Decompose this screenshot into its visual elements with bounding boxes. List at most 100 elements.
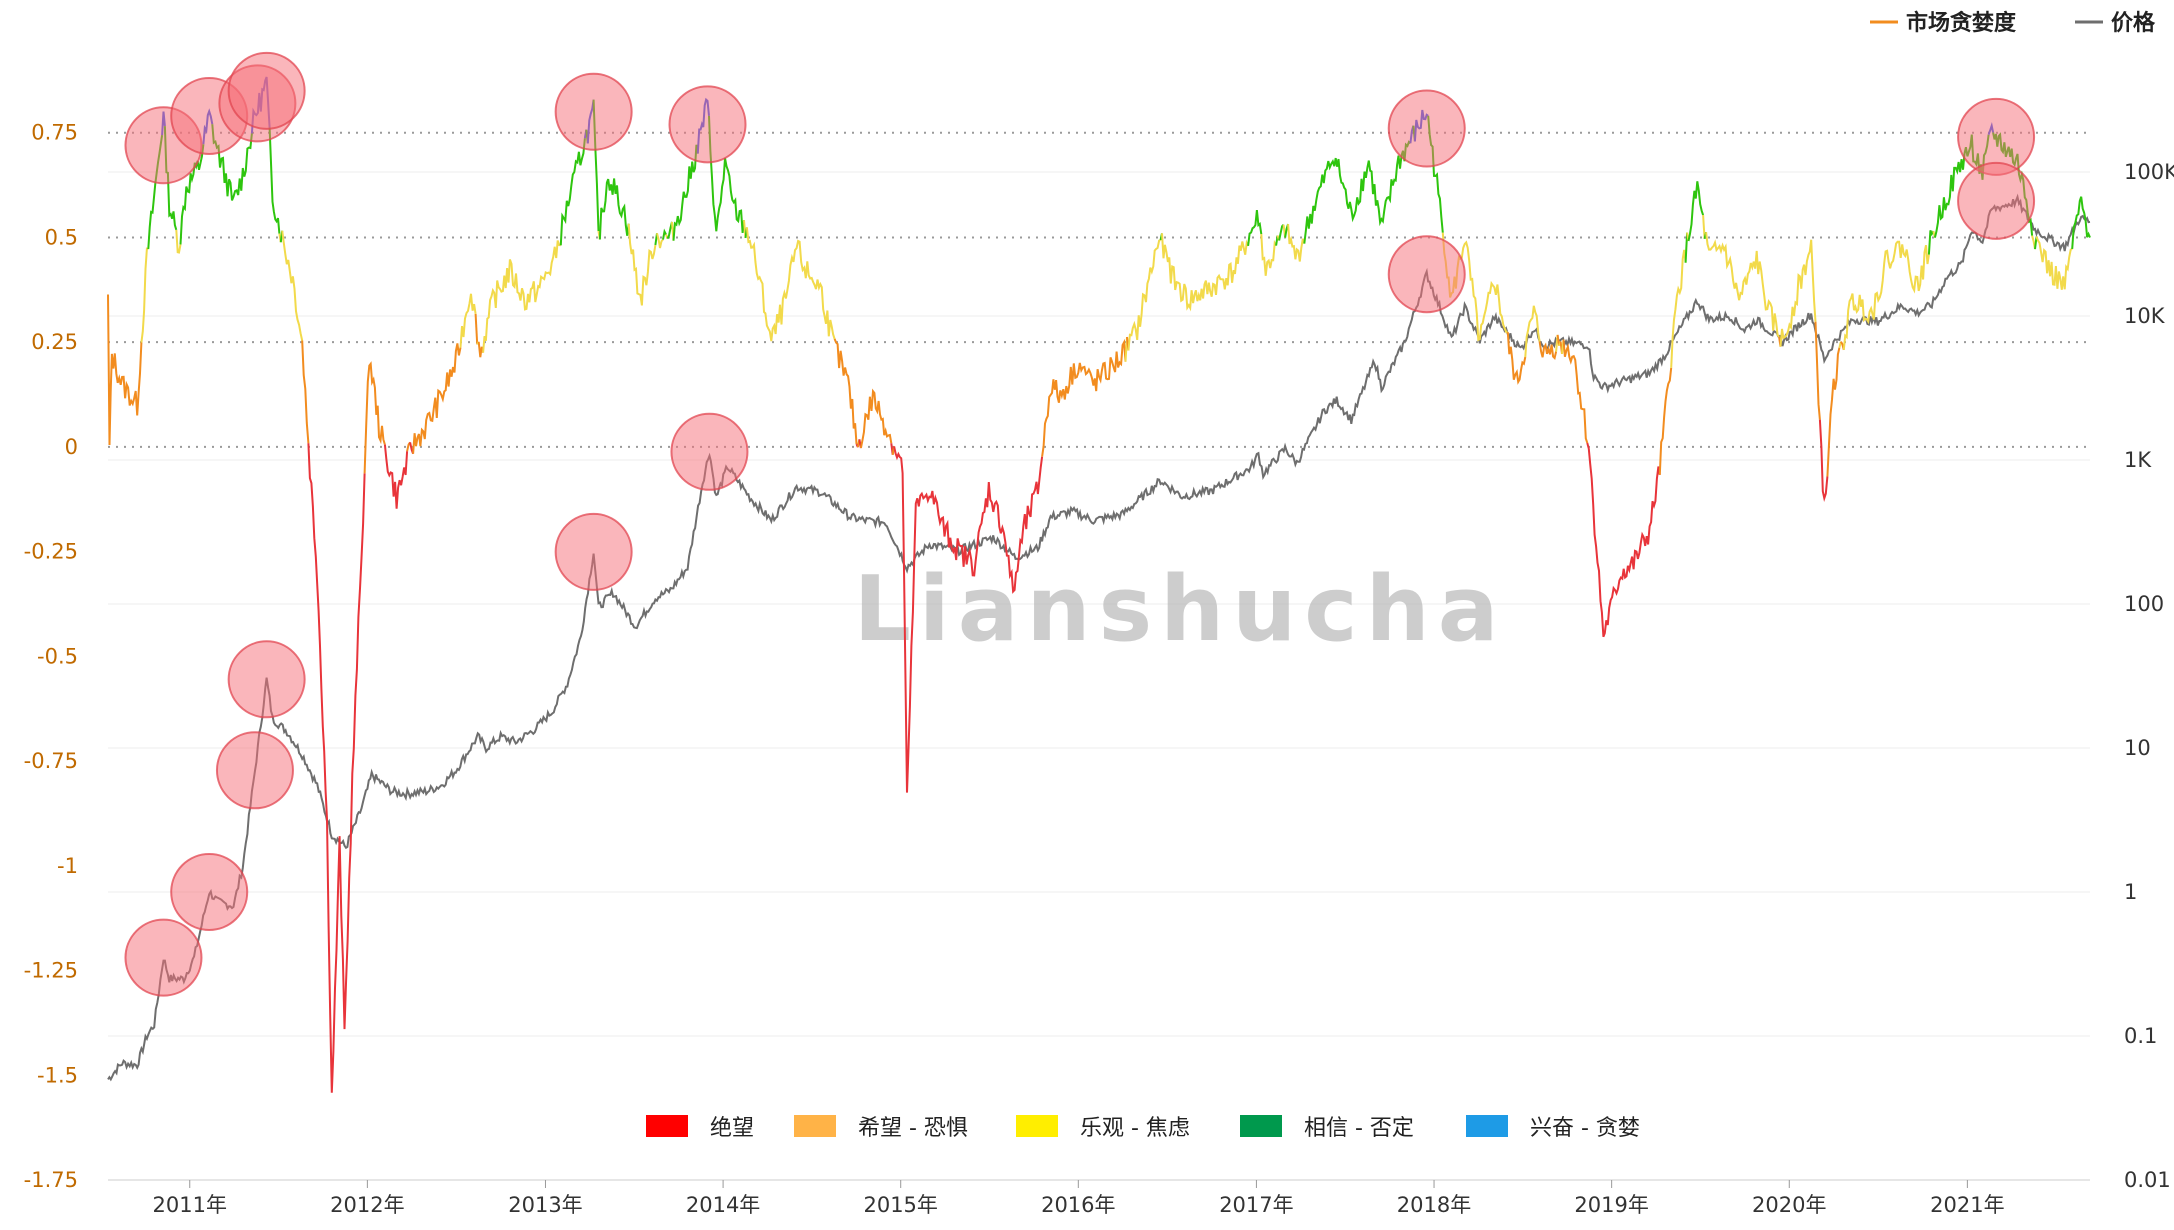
greed-line-segment (383, 444, 409, 509)
greed-line-segment (559, 138, 586, 246)
y-left-tick-label: -1.5 (37, 1063, 78, 1087)
highlight-marker-layer (124, 51, 2036, 997)
y-left-tick-label: 0.5 (45, 225, 78, 249)
highlight-circle (124, 918, 203, 997)
greed-line-segment (1041, 338, 1127, 457)
x-tick-label: 2016年 (1041, 1193, 1115, 1217)
greed-line-segment (859, 388, 893, 449)
y-right-tick-label: 10 (2124, 736, 2151, 760)
greed-line-segment (107, 294, 143, 446)
y-right-tick-label: 100K (2124, 160, 2174, 184)
legend-label: 价格 (2111, 10, 2156, 36)
y-left-tick-label: -1 (57, 854, 78, 878)
axis-layer: 0.75 0.5 0.25 0 -0.25 -0.5 -0.75 -1 -1.25 -1.5 -1.… (24, 121, 2174, 1217)
greed-line-segment (459, 293, 477, 348)
greed-line-segment (627, 223, 657, 306)
legend-label: 相信 - 否定 (1304, 1116, 1414, 1141)
greed-line-segment (301, 340, 310, 444)
greed-line-segment (281, 230, 304, 341)
legend-label: 乐观 - 焦虑 (1080, 1116, 1190, 1141)
highlight-circle (1387, 235, 1466, 314)
legend-color-swatch (646, 1115, 688, 1137)
greed-line-segment (672, 144, 699, 241)
greed-line-segment (1127, 239, 1162, 351)
greed-line-segment (1658, 367, 1673, 475)
greed-line-segment (1670, 249, 1687, 368)
greed-line-segment (1287, 224, 1306, 262)
highlight-circle (227, 51, 306, 130)
greed-line-segment (1506, 332, 1527, 385)
y-left-tick-label: -1.25 (24, 959, 78, 983)
legend-label: 市场贪婪度 (1906, 10, 2017, 36)
y-right-tick-label: 1K (2124, 448, 2152, 472)
y-left-tick-label: -1.75 (24, 1168, 78, 1192)
legend-color-swatch (794, 1115, 836, 1137)
greed-line-segment (1586, 442, 1661, 638)
x-tick-label: 2017年 (1219, 1193, 1293, 1217)
highlight-circle (227, 640, 306, 719)
y-right-tick-label: 0.1 (2124, 1024, 2157, 1048)
bottom-legend: 绝望 希望 - 恐惧 乐观 - 焦虑 相信 - 否定 兴奋 - 贪婪 (646, 1115, 1640, 1141)
y-right-tick-label: 10K (2124, 304, 2166, 328)
legend-color-swatch (1466, 1115, 1508, 1137)
y-right-tick-label: 100 (2124, 592, 2164, 616)
y-left-tick-label: 0 (65, 435, 78, 459)
x-tick-label: 2014年 (686, 1193, 760, 1217)
greed-line-segment (745, 227, 836, 342)
greed-line-segment (307, 443, 366, 1093)
x-tick-label: 2019年 (1574, 1193, 1648, 1217)
greed-line-segment (1814, 321, 1821, 420)
greed-line-segment (1842, 240, 1930, 350)
greed-line-segment (1524, 305, 1541, 358)
greed-line-segment (2071, 196, 2091, 249)
highlight-circle (1957, 161, 2036, 240)
greed-line-segment (1684, 232, 1689, 263)
y-right-tick-label: 1 (2124, 880, 2137, 904)
greed-line-segment (175, 229, 182, 254)
greed-line-segment (708, 115, 745, 234)
highlight-circle (670, 412, 749, 491)
legend-color-swatch (1240, 1115, 1282, 1137)
greed-line-segment (482, 240, 561, 353)
greed-line-segment (1927, 230, 1935, 255)
x-tick-label: 2018年 (1397, 1193, 1471, 1217)
greed-line-segment (598, 178, 630, 240)
greed-line-segment (268, 127, 281, 234)
legend-label: 希望 - 恐惧 (858, 1116, 968, 1141)
greed-line-segment (893, 446, 1044, 793)
greed-line-segment (140, 247, 149, 343)
greed-line-segment (1303, 140, 1412, 244)
greed-line-segment (1702, 215, 1706, 239)
legend-label: 绝望 (710, 1116, 754, 1141)
highlight-circle (554, 512, 633, 591)
watermark: Lianshucha (854, 557, 1507, 662)
y-left-tick-label: -0.25 (24, 540, 78, 564)
greed-line-segment (662, 228, 667, 240)
highlight-circle (668, 85, 747, 164)
grid-layer (108, 131, 2090, 1181)
highlight-circle (170, 853, 249, 931)
greed-line-segment (1826, 347, 1841, 477)
legend-color-swatch (1016, 1115, 1058, 1137)
y-left-tick-label: -0.5 (37, 644, 78, 668)
x-tick-label: 2020年 (1752, 1193, 1826, 1217)
greed-line-segment (1538, 341, 1558, 360)
greed-line-segment (1779, 239, 1817, 347)
greed-line-segment (474, 313, 479, 345)
legend-label: 兴奋 - 贪婪 (1530, 1116, 1640, 1141)
greed-line-segment (363, 361, 386, 474)
greed-line-segment (179, 144, 205, 245)
x-tick-label: 2011年 (153, 1193, 227, 1217)
x-tick-label: 2015年 (863, 1193, 937, 1217)
highlight-circle (554, 72, 633, 151)
greed-line-segment (1161, 233, 1250, 312)
greed-line-segment (1687, 181, 1705, 242)
greed-line-segment (412, 343, 462, 454)
greed-line-segment (656, 233, 664, 249)
x-tick-label: 2021年 (1930, 1193, 2004, 1217)
greed-line-segment (1260, 234, 1277, 276)
greed-line-segment (1247, 209, 1263, 247)
y-right-tick-label: 0.01 (2124, 1168, 2171, 1192)
